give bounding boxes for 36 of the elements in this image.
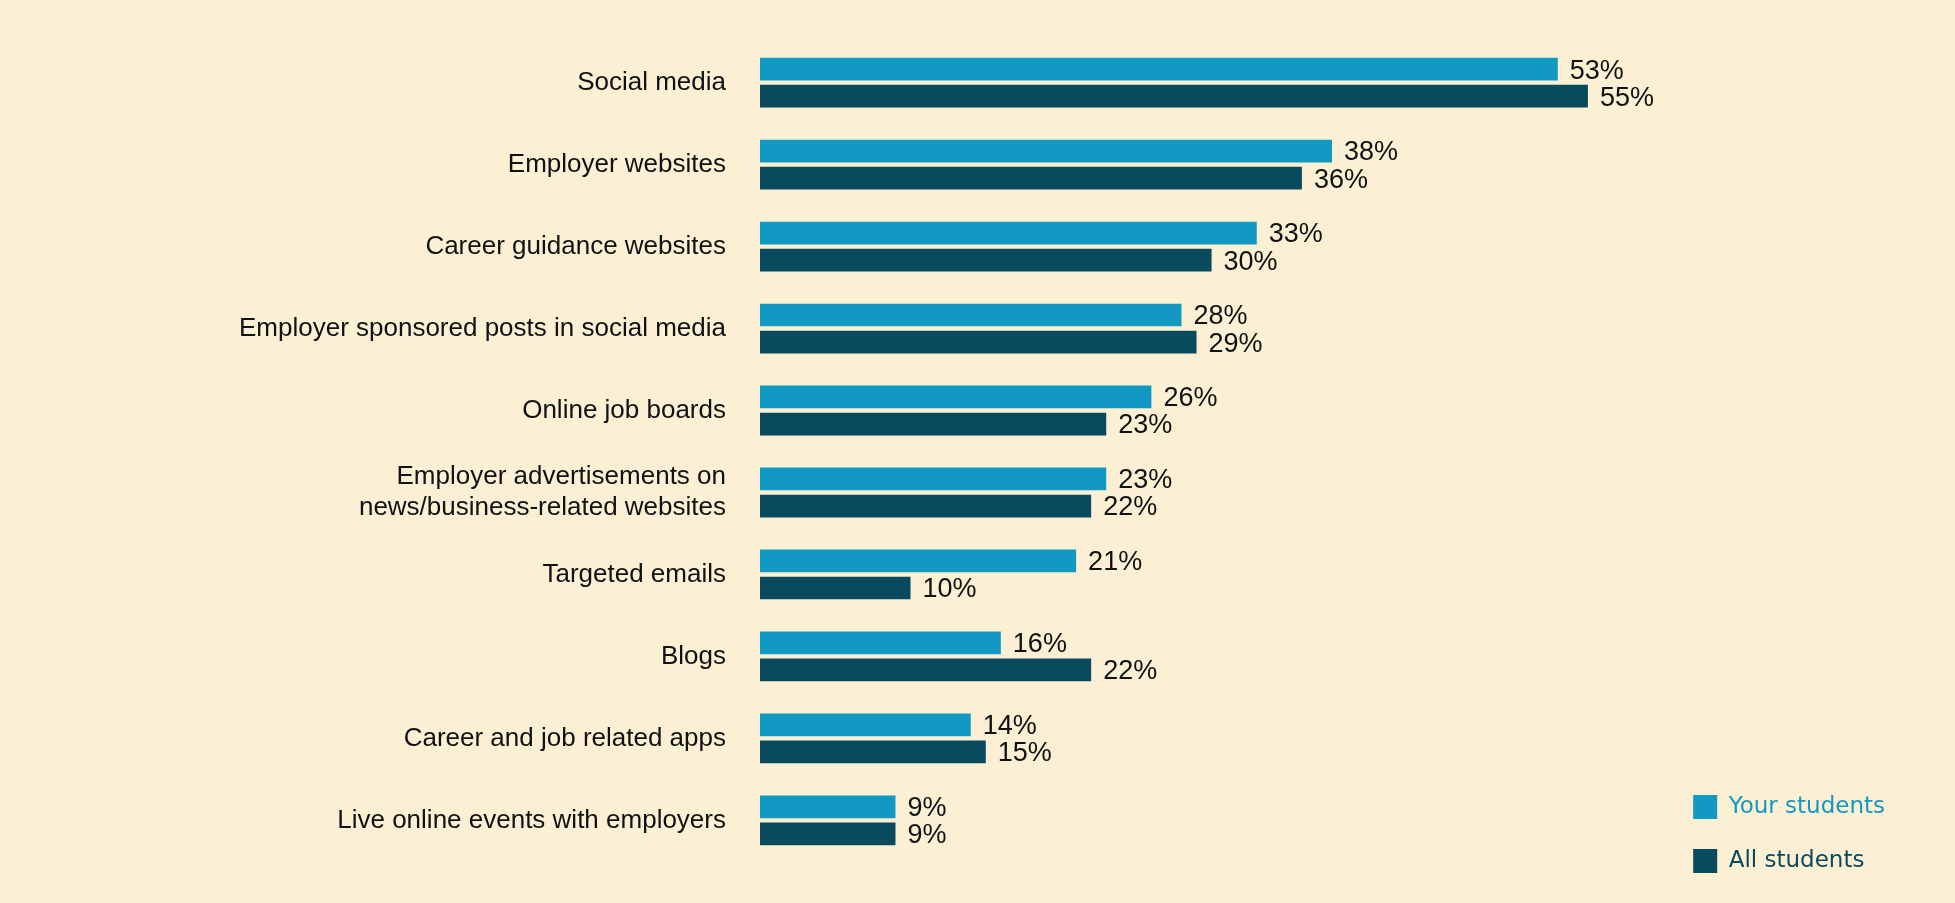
legend-label: All students xyxy=(1728,845,1865,872)
y-tick-label: Employer advertisements on news/business-related websites xyxy=(358,460,726,522)
bar xyxy=(760,467,1107,491)
bar xyxy=(760,549,1077,573)
y-tick-label: Blogs xyxy=(660,639,726,670)
bar xyxy=(760,84,1588,108)
bar xyxy=(760,166,1302,190)
bar xyxy=(760,576,911,600)
bar xyxy=(760,385,1152,409)
y-tick-label: Online job boards xyxy=(522,393,726,424)
y-tick-label: Targeted emails xyxy=(542,557,726,588)
y-tick-label: Employer websites xyxy=(507,147,726,178)
y-tick-label: Career and job related apps xyxy=(403,721,726,752)
bar xyxy=(760,57,1558,81)
bar xyxy=(760,494,1092,518)
y-tick-label: Career guidance websites xyxy=(425,229,726,260)
bar xyxy=(760,658,1092,682)
bar xyxy=(760,822,896,846)
legend-label: Your students xyxy=(1727,791,1886,818)
bar xyxy=(760,795,896,819)
bar xyxy=(760,713,971,737)
data-label: 22% xyxy=(1103,655,1158,686)
y-tick-label: Live online events with employers xyxy=(337,803,726,834)
bar xyxy=(760,412,1107,436)
data-label: 21% xyxy=(1088,546,1143,577)
y-tick-label: Employer sponsored posts in social media xyxy=(238,311,727,342)
bar xyxy=(760,330,1197,354)
data-label: 10% xyxy=(922,573,977,604)
bar xyxy=(760,303,1182,327)
bar xyxy=(760,221,1257,245)
bar xyxy=(760,139,1333,163)
bar xyxy=(760,631,1001,655)
y-tick-label: Social media xyxy=(577,65,727,96)
bar xyxy=(760,740,986,764)
bar xyxy=(760,248,1212,272)
data-label: 16% xyxy=(1012,628,1067,659)
